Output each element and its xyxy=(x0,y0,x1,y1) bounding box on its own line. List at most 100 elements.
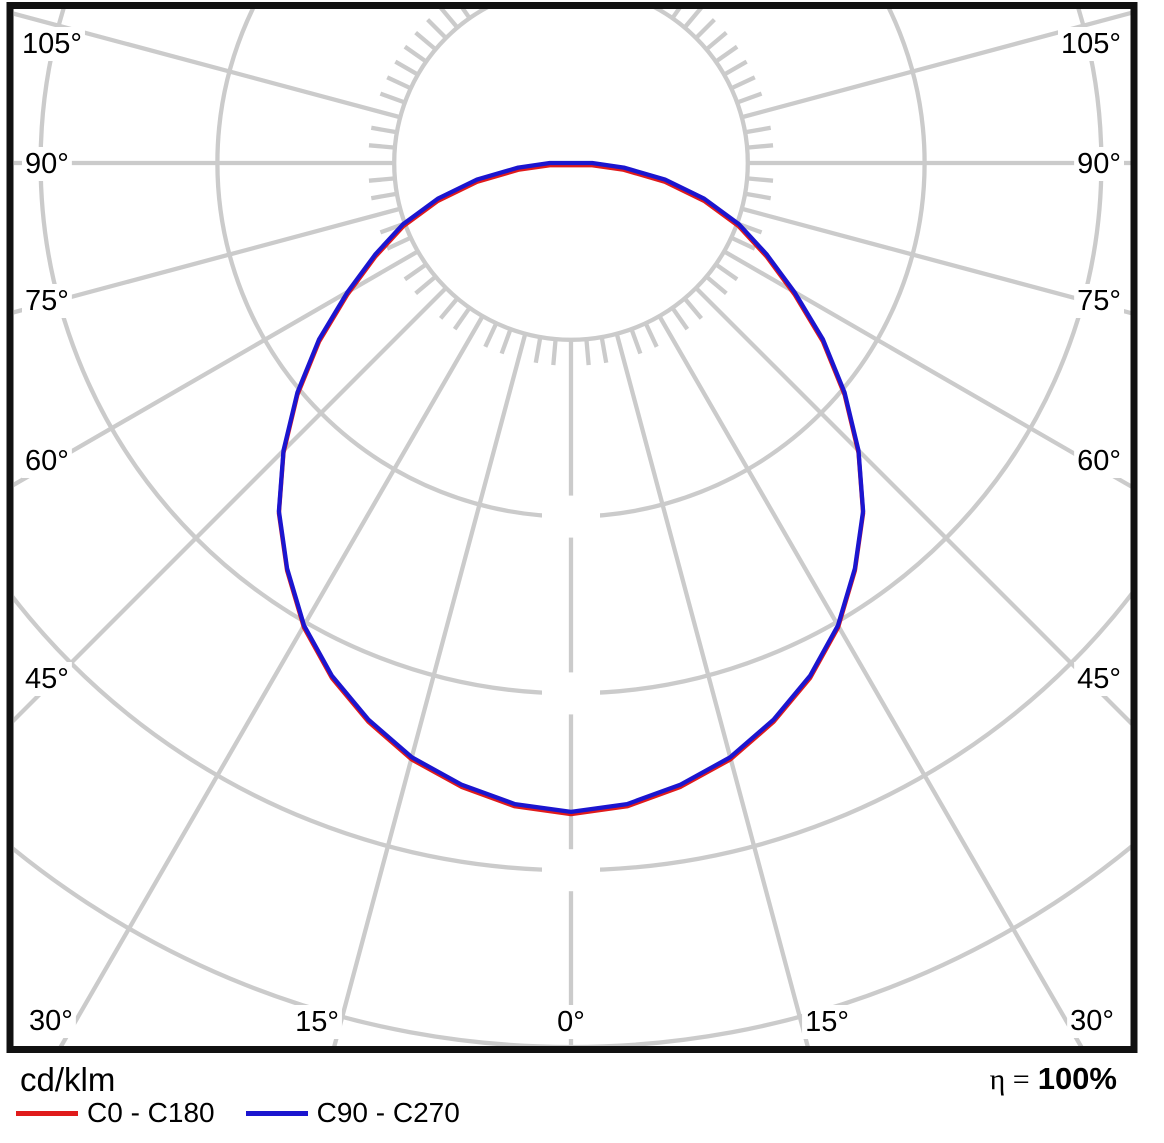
intensity-curves xyxy=(276,160,866,817)
gamma-tick xyxy=(370,125,398,135)
legend-label-c0-c180: C0 - C180 xyxy=(87,1097,215,1128)
legend-swatch-blue-line xyxy=(245,1110,308,1116)
angle-label: 75° xyxy=(25,285,69,317)
gamma-tick xyxy=(426,18,448,40)
angle-label-bg xyxy=(1074,444,1124,478)
angle-label: 45° xyxy=(1077,663,1121,695)
angle-label: 105° xyxy=(1061,28,1121,60)
gamma-gridline xyxy=(14,286,448,724)
curve-c90-c270 xyxy=(276,160,866,815)
angle-label: 90° xyxy=(25,148,69,180)
gamma-tick xyxy=(403,44,428,64)
polar-chart: 105° 90° 75° 60° 45° 30° 105° 90° 75° 60° 45° 30° 15… xyxy=(6,2,1138,1053)
angle-label: 15° xyxy=(805,1006,849,1038)
gamma-gridline xyxy=(14,249,419,488)
plot-frame xyxy=(6,2,1138,1053)
angle-label: 105° xyxy=(22,28,82,60)
gamma-tick xyxy=(368,176,396,183)
gamma-gridline xyxy=(14,11,401,120)
legend-label-c90-c270: C90 - C270 xyxy=(316,1097,460,1128)
angle-label-bg xyxy=(22,284,72,318)
gamma-tick xyxy=(682,9,704,29)
gamma-tick xyxy=(551,338,558,366)
gamma-gridline xyxy=(723,249,1131,489)
legend-item-c0-c180: C0 - C180 xyxy=(16,1097,215,1129)
angle-label: 15° xyxy=(295,1006,339,1038)
gamma-tick xyxy=(386,235,412,251)
gamma-tick xyxy=(643,322,659,348)
angle-label: 75° xyxy=(1077,285,1121,317)
legend-item-c90-c270: C90 - C270 xyxy=(245,1097,460,1129)
gamma-tick xyxy=(414,30,437,52)
eta-value: 100% xyxy=(1037,1061,1117,1096)
gamma-tick xyxy=(670,9,682,20)
gamma-gridline xyxy=(694,286,1131,727)
gamma-tick xyxy=(723,59,748,77)
angle-label-bg xyxy=(1074,284,1124,318)
gamma-tick xyxy=(682,297,704,320)
gamma-tick xyxy=(533,336,543,364)
gamma-tick xyxy=(705,274,728,296)
unit-label: cd/klm xyxy=(20,1061,116,1098)
gamma-tick xyxy=(483,322,499,348)
angle-labels: 105° 90° 75° 60° 45° 30° 105° 90° 75° 60° 45° 30° 15… xyxy=(19,27,1124,1039)
gamma-gridline xyxy=(741,10,1131,120)
gamma-gridline xyxy=(741,206,1131,316)
gamma-tick xyxy=(736,91,763,105)
gamma-tick xyxy=(438,9,460,29)
gamma-tick xyxy=(599,336,609,364)
angle-label-bg xyxy=(19,27,85,61)
gamma-tick xyxy=(414,274,437,296)
angle-label: 45° xyxy=(25,663,69,695)
gamma-gridline xyxy=(14,206,401,315)
gamma-tick xyxy=(368,143,396,150)
angle-label-bg xyxy=(22,444,72,478)
angle-label-bg xyxy=(22,662,72,696)
angle-label-bg xyxy=(1074,662,1124,696)
gamma-tick xyxy=(670,306,690,331)
gamma-gridline xyxy=(657,315,1084,1047)
gamma-gridline xyxy=(614,333,811,1047)
angle-label-bg xyxy=(802,1005,852,1039)
angle-label-bg xyxy=(292,1005,342,1039)
axis-label-box xyxy=(542,495,600,538)
gamma-tick xyxy=(460,9,472,20)
gamma-gridline xyxy=(58,315,485,1047)
legend-swatch-red-line xyxy=(16,1110,78,1116)
gamma-tick xyxy=(584,338,591,366)
gamma-tick xyxy=(452,306,472,331)
angle-label-bg xyxy=(22,147,72,181)
gamma-tick xyxy=(744,191,772,201)
gamma-tick xyxy=(629,328,643,355)
gamma-tick xyxy=(499,328,513,355)
gamma-tick xyxy=(746,143,774,150)
legend: C0 - C180 C90 - C270 xyxy=(16,1097,460,1129)
gamma-tick xyxy=(403,262,428,282)
angle-label: 0° xyxy=(557,1006,585,1038)
angle-label: 30° xyxy=(1070,1005,1114,1037)
gamma-tick xyxy=(730,75,756,91)
angle-label-bg xyxy=(26,1004,76,1038)
gamma-tick xyxy=(746,176,774,183)
eta-symbol: η = xyxy=(989,1063,1030,1096)
gamma-tick xyxy=(438,297,460,320)
angle-label: 30° xyxy=(29,1005,73,1037)
angle-label-bg xyxy=(1074,147,1124,181)
gamma-tick xyxy=(705,30,728,52)
gamma-gridline xyxy=(331,333,528,1047)
gamma-tick xyxy=(370,191,398,201)
angle-label: 90° xyxy=(1077,148,1121,180)
axis-label-box xyxy=(542,849,600,892)
gamma-tick xyxy=(694,18,716,40)
axis-label-box xyxy=(542,672,600,715)
angle-label-bg xyxy=(1058,27,1124,61)
gamma-tick xyxy=(730,235,756,251)
gamma-tick xyxy=(386,75,412,91)
angle-label: 60° xyxy=(25,445,69,477)
axis-label-boxes xyxy=(542,495,600,892)
gamma-tick xyxy=(714,262,739,282)
gamma-tick xyxy=(744,125,772,135)
angle-label-bg xyxy=(1067,1004,1117,1038)
gamma-tick xyxy=(394,59,419,77)
efficiency-label: η = 100% xyxy=(990,1061,1117,1097)
